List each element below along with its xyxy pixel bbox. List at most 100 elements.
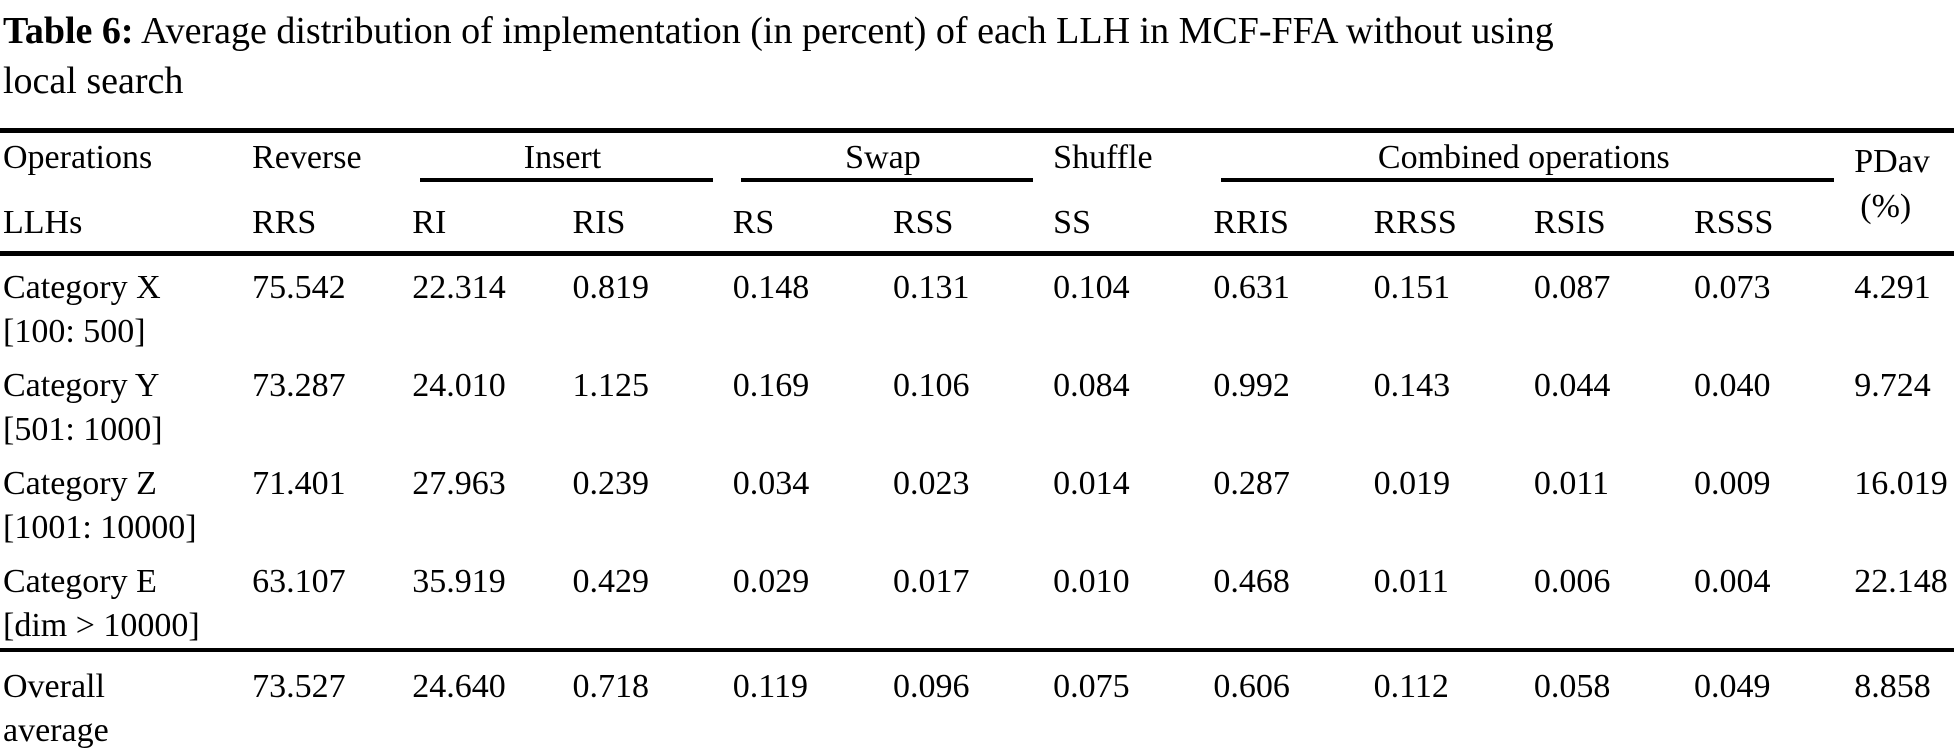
col-header-rrss: RRSS bbox=[1373, 181, 1534, 256]
table-body: Category X [100: 500] 75.542 22.314 0.81… bbox=[0, 254, 1954, 652]
category-range: [1001: 10000] bbox=[3, 509, 197, 546]
value-cell: 1.125 bbox=[572, 367, 650, 404]
value-cell: 0.011 bbox=[1533, 465, 1610, 502]
col-header-rsss: RSSS bbox=[1694, 181, 1855, 256]
category-cell: Category X [100: 500] bbox=[0, 254, 252, 355]
overall-label-line2: average bbox=[3, 712, 109, 749]
value-cell: 0.087 bbox=[1533, 269, 1611, 306]
value-cell: 0.119 bbox=[732, 668, 808, 705]
table-row-category-e: Category E [dim > 10000] 63.107 35.919 0… bbox=[0, 550, 1954, 652]
value-cell: 22.148 bbox=[1854, 550, 1954, 652]
header-subcol-row: LLHs RRS RI RIS RS RSS SS RRIS RRSS RSIS… bbox=[0, 181, 1954, 256]
table-header: Operations Reverse Insert Swap Shuffle C… bbox=[0, 130, 1954, 256]
category-cell: Category Y [501: 1000] bbox=[0, 354, 252, 452]
col-group-combined-label: Combined operations bbox=[1377, 139, 1670, 176]
col-group-insert-label: Insert bbox=[523, 139, 602, 176]
col-group-reverse: Reverse bbox=[252, 139, 362, 176]
value-cell: 0.151 bbox=[1373, 269, 1451, 306]
value-cell: 0.239 bbox=[572, 465, 650, 502]
value-cell: 0.148 bbox=[732, 269, 810, 306]
insert-group-underline bbox=[420, 177, 713, 182]
value-cell: 0.073 bbox=[1694, 269, 1771, 306]
col-header-rss: RSS bbox=[892, 181, 1054, 256]
category-cell: Category E [dim > 10000] bbox=[0, 550, 253, 652]
llh-distribution-table: Operations Reverse Insert Swap Shuffle C… bbox=[0, 128, 1954, 750]
value-cell: 0.084 bbox=[1053, 367, 1130, 404]
value-cell: 0.287 bbox=[1213, 465, 1290, 502]
table-caption: Table 6: Average distribution of impleme… bbox=[0, 0, 1954, 106]
category-name: Category Z bbox=[3, 465, 157, 502]
category-name: Category E bbox=[3, 563, 157, 600]
value-cell: 0.006 bbox=[1533, 550, 1695, 652]
value-cell: 0.169 bbox=[732, 367, 810, 404]
category-range: [100: 500] bbox=[3, 313, 146, 350]
value-cell: 71.401 bbox=[252, 465, 346, 502]
header-group-row: Operations Reverse Insert Swap Shuffle C… bbox=[0, 130, 1954, 256]
overall-label-cell: Overall average bbox=[0, 650, 252, 750]
value-cell: 16.019 bbox=[1854, 465, 1948, 502]
col-header-ss: SS bbox=[1053, 181, 1214, 256]
col-group-insert: Insert bbox=[412, 131, 732, 182]
value-cell: 0.010 bbox=[1053, 550, 1214, 652]
value-cell: 0.143 bbox=[1373, 367, 1451, 404]
value-cell: 24.010 bbox=[412, 367, 506, 404]
combined-group-underline bbox=[1221, 177, 1835, 182]
table-caption-label: Table 6: bbox=[3, 10, 134, 52]
col-group-swap-label: Swap bbox=[845, 139, 921, 176]
value-cell: 0.429 bbox=[572, 550, 733, 652]
value-cell: 0.019 bbox=[1373, 465, 1451, 502]
value-cell: 9.724 bbox=[1854, 367, 1931, 404]
col-group-shuffle: Shuffle bbox=[1053, 139, 1153, 176]
value-cell: 0.075 bbox=[1053, 668, 1130, 705]
col-header-llhs: LLHs bbox=[0, 181, 253, 256]
col-header-ris: RIS bbox=[572, 181, 733, 256]
value-cell: 0.017 bbox=[892, 550, 1054, 652]
category-name: Category Y bbox=[3, 367, 160, 404]
value-cell: 27.963 bbox=[412, 465, 506, 502]
value-cell: 0.004 bbox=[1694, 550, 1855, 652]
value-cell: 63.107 bbox=[252, 550, 413, 652]
col-group-combined-operations: Combined operations bbox=[1213, 131, 1854, 182]
table-footer: Overall average 73.527 24.640 0.718 0.11… bbox=[0, 650, 1954, 750]
col-group-swap: Swap bbox=[733, 131, 1053, 182]
table-row-category-y: Category Y [501: 1000] 73.287 24.010 1.1… bbox=[0, 354, 1954, 452]
value-cell: 0.606 bbox=[1213, 668, 1290, 705]
category-cell: Category Z [1001: 10000] bbox=[0, 452, 252, 550]
value-cell: 8.858 bbox=[1854, 668, 1931, 705]
table-row-category-x: Category X [100: 500] 75.542 22.314 0.81… bbox=[0, 254, 1954, 355]
value-cell: 0.131 bbox=[892, 269, 970, 306]
value-cell: 0.023 bbox=[892, 465, 970, 502]
value-cell: 0.029 bbox=[732, 550, 893, 652]
swap-group-underline bbox=[740, 177, 1034, 182]
value-cell: 22.314 bbox=[412, 269, 506, 306]
value-cell: 0.034 bbox=[732, 465, 810, 502]
pdav-percent-label: (%) bbox=[1860, 188, 1912, 225]
category-range: [dim > 10000] bbox=[3, 607, 200, 644]
value-cell: 0.058 bbox=[1533, 668, 1611, 705]
col-header-pdav: PDav (%) bbox=[1854, 130, 1954, 256]
col-header-rris: RRIS bbox=[1213, 181, 1374, 256]
table-caption-text: Average distribution of implementation (… bbox=[140, 10, 1554, 52]
value-cell: 73.527 bbox=[252, 668, 346, 705]
col-header-rsis: RSIS bbox=[1533, 181, 1695, 256]
value-cell: 0.049 bbox=[1694, 668, 1771, 705]
value-cell: 0.096 bbox=[892, 668, 970, 705]
value-cell: 0.106 bbox=[892, 367, 970, 404]
value-cell: 0.468 bbox=[1213, 550, 1374, 652]
pdav-label: PDav bbox=[1854, 143, 1930, 180]
col-header-rs: RS bbox=[732, 181, 893, 256]
col-header-rrs: RRS bbox=[252, 181, 413, 256]
value-cell: 0.009 bbox=[1694, 465, 1771, 502]
table-row-overall-average: Overall average 73.527 24.640 0.718 0.11… bbox=[0, 650, 1954, 750]
value-cell: 0.718 bbox=[572, 668, 650, 705]
value-cell: 0.040 bbox=[1694, 367, 1771, 404]
value-cell: 0.011 bbox=[1373, 550, 1534, 652]
value-cell: 0.014 bbox=[1053, 465, 1130, 502]
value-cell: 0.104 bbox=[1053, 269, 1130, 306]
value-cell: 0.631 bbox=[1213, 269, 1290, 306]
table-row-category-z: Category Z [1001: 10000] 71.401 27.963 0… bbox=[0, 452, 1954, 550]
col-group-operations: Operations bbox=[3, 139, 153, 176]
value-cell: 0.992 bbox=[1213, 367, 1290, 404]
table-caption-text-line2: local search bbox=[3, 60, 184, 102]
